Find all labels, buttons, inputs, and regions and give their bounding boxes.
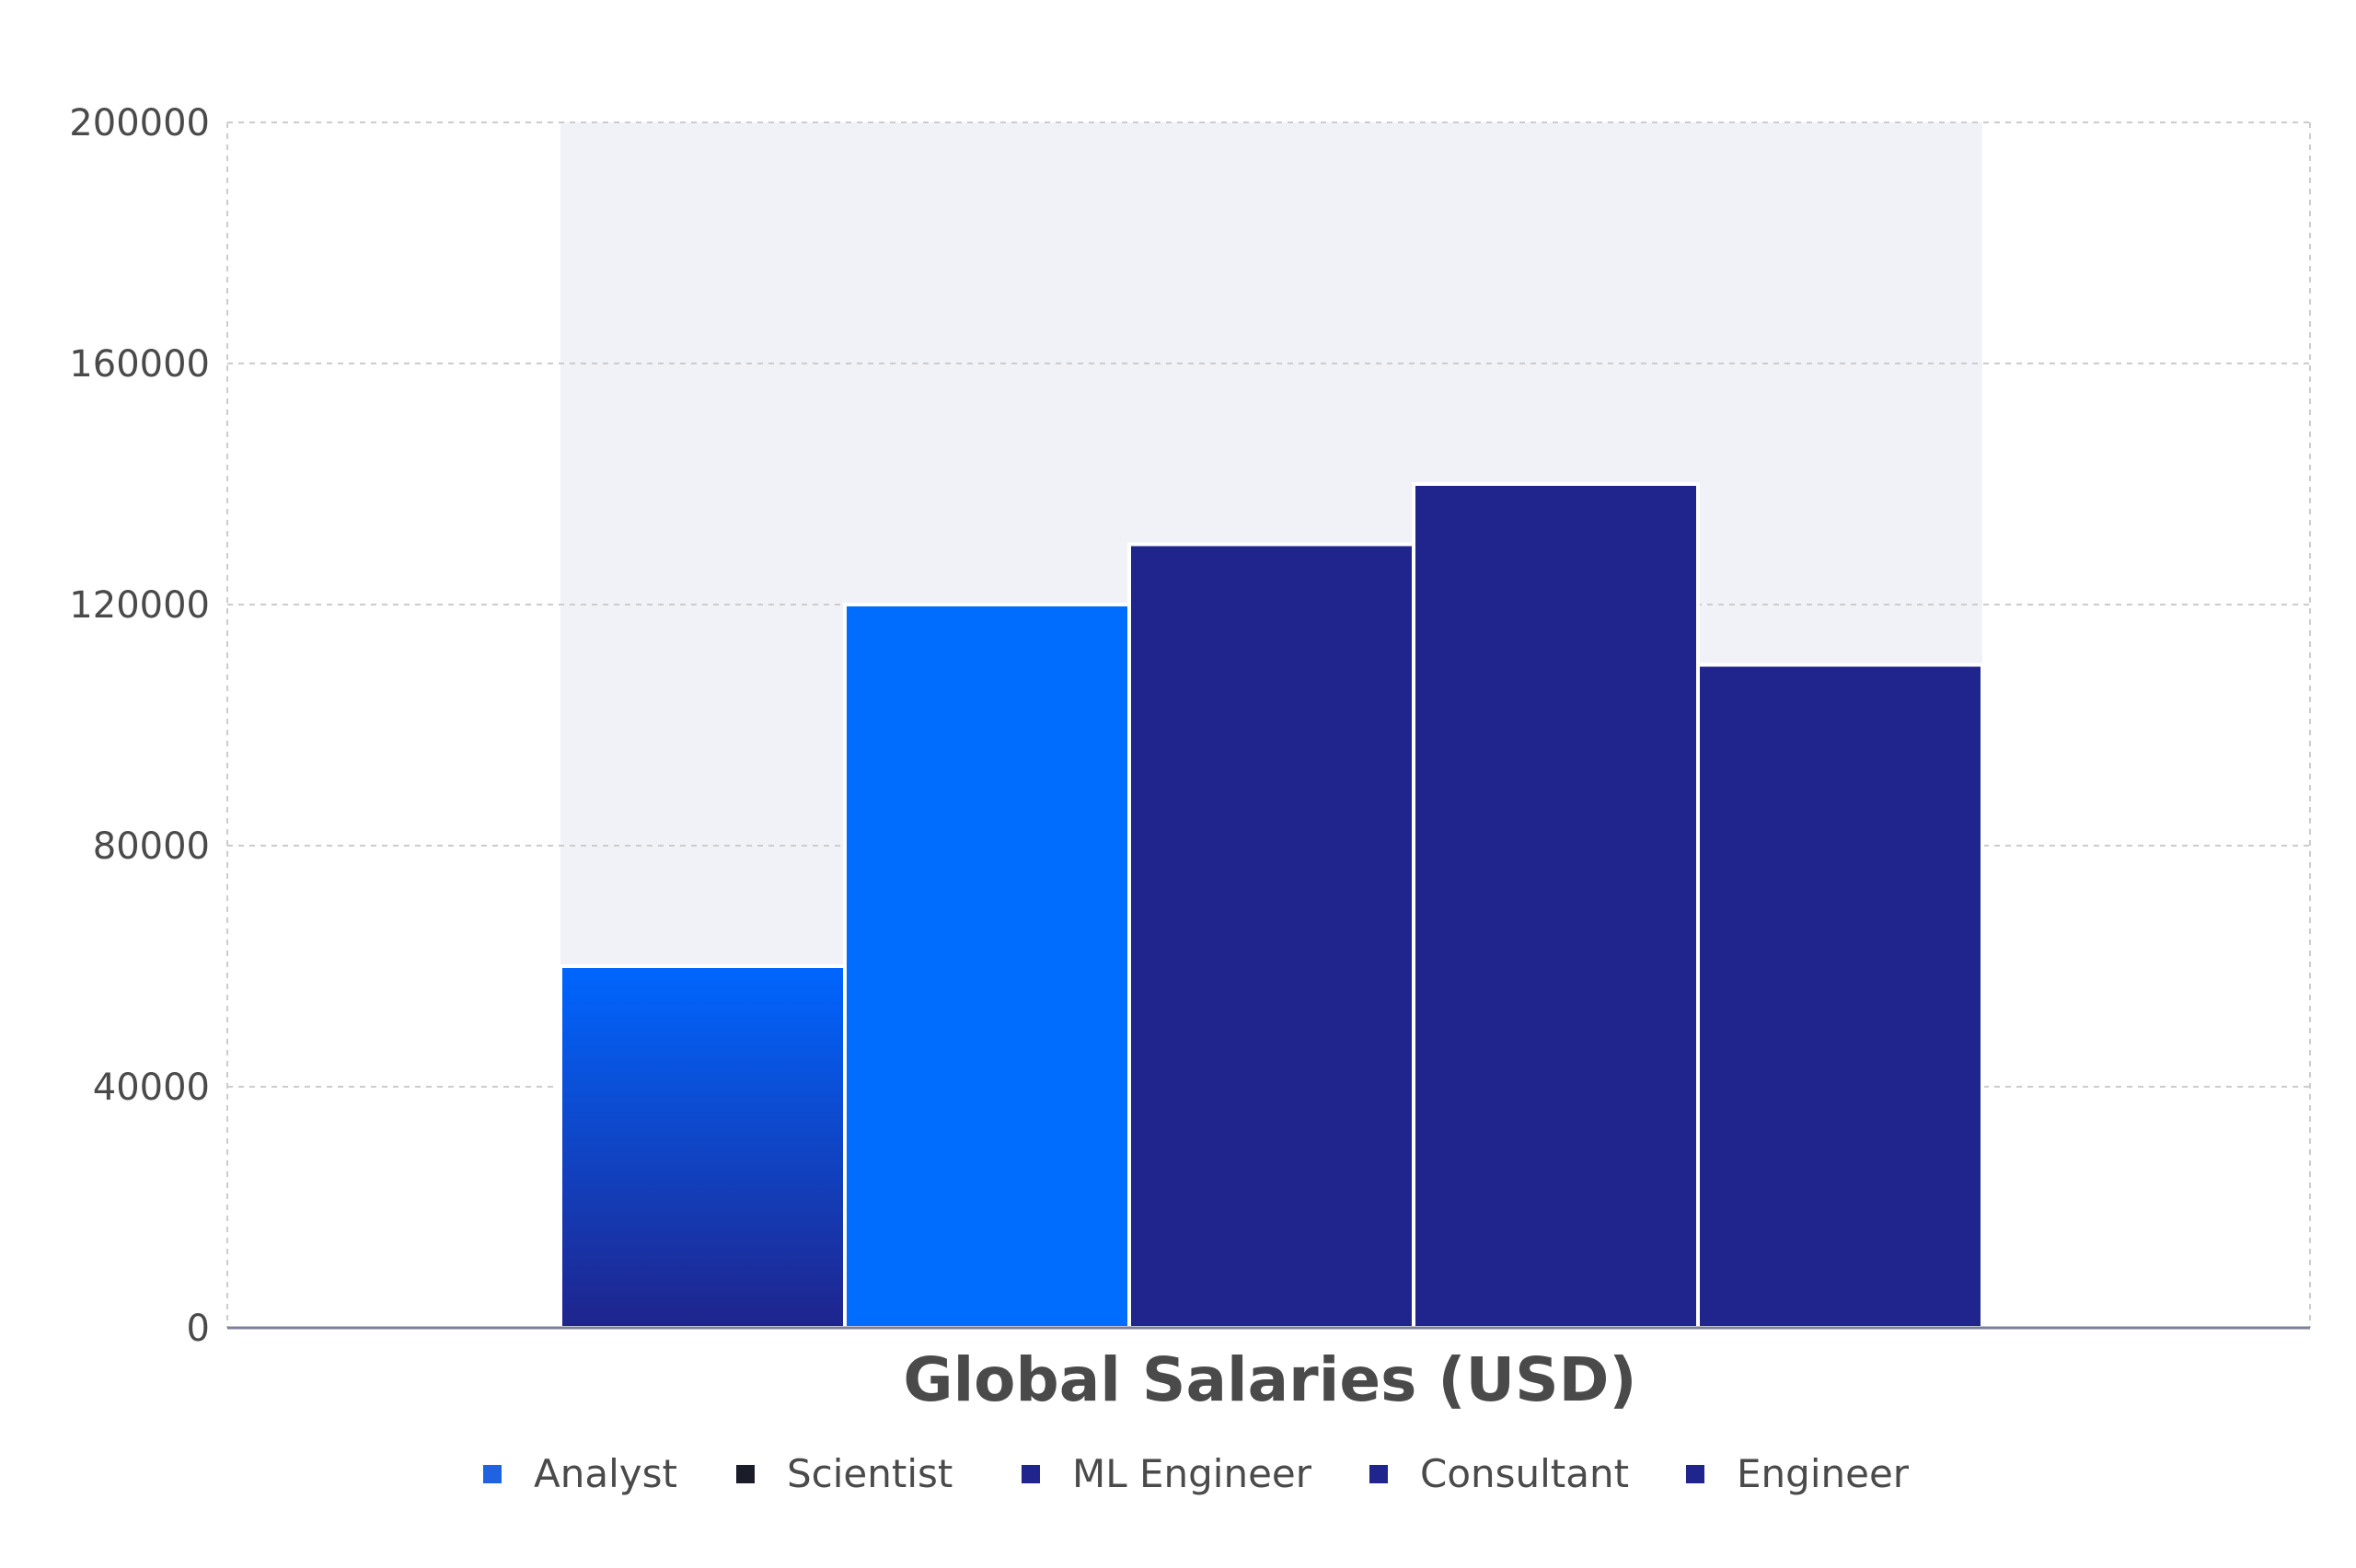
y-tick-label: 80000 bbox=[93, 825, 210, 868]
bar-analyst bbox=[559, 964, 847, 1330]
legend-item-analyst[interactable]: Analyst bbox=[483, 1451, 677, 1496]
legend-swatch bbox=[736, 1465, 755, 1483]
bar-scientist bbox=[843, 603, 1131, 1330]
legend-swatch bbox=[1022, 1465, 1040, 1483]
legend-swatch bbox=[1369, 1465, 1388, 1483]
legend-label: Scientist bbox=[787, 1451, 953, 1496]
legend-item-consultant[interactable]: Consultant bbox=[1369, 1451, 1629, 1496]
y-axis-ticks: 0 40000 80000 120000 160000 200000 bbox=[69, 102, 210, 1350]
legend-label: Consultant bbox=[1420, 1451, 1629, 1496]
legend-item-scientist[interactable]: Scientist bbox=[736, 1451, 953, 1496]
legend-label: ML Engineer bbox=[1072, 1451, 1312, 1496]
y-tick-label: 200000 bbox=[69, 102, 210, 144]
legend-label: Engineer bbox=[1737, 1451, 1910, 1496]
legend-item-ml-engineer[interactable]: ML Engineer bbox=[1022, 1451, 1312, 1496]
legend-item-engineer[interactable]: Engineer bbox=[1686, 1451, 1910, 1496]
legend-label: Analyst bbox=[534, 1451, 677, 1496]
y-tick-label: 40000 bbox=[93, 1066, 210, 1109]
y-tick-label: 160000 bbox=[69, 343, 210, 386]
y-tick-label: 0 bbox=[187, 1308, 210, 1350]
bar-engineer bbox=[1696, 663, 1984, 1330]
legend-swatch bbox=[1686, 1465, 1704, 1483]
bar-ml-engineer bbox=[1127, 542, 1415, 1330]
y-tick-label: 120000 bbox=[69, 584, 210, 627]
legend: Analyst Scientist ML Engineer Consultant Eng… bbox=[483, 1451, 1910, 1496]
legend-swatch bbox=[483, 1465, 502, 1483]
x-axis-title: Global Salaries (USD) bbox=[903, 1344, 1636, 1415]
bars bbox=[559, 482, 1984, 1330]
bar-consultant bbox=[1412, 482, 1700, 1330]
